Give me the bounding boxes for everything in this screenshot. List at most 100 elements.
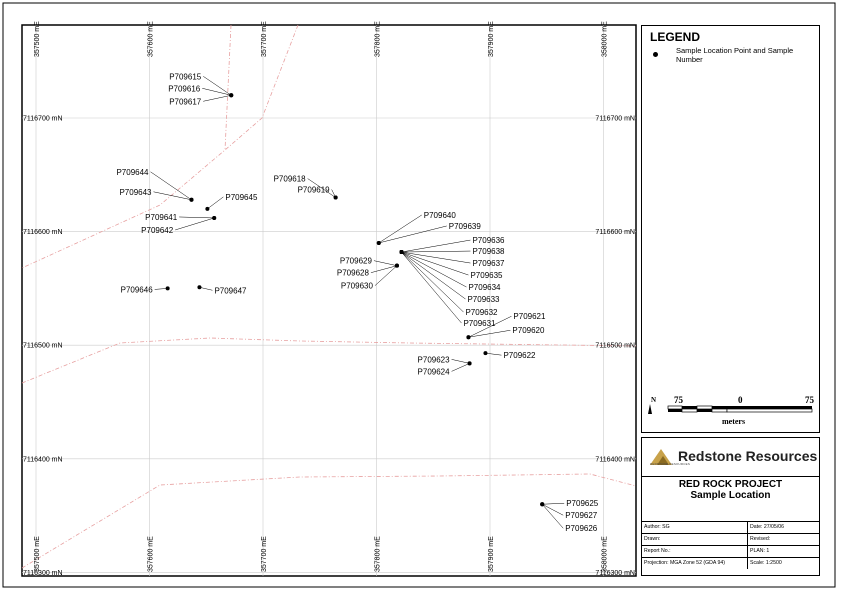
northing-label: 7116600 mN	[595, 229, 635, 236]
northing-label: 7116700 mN	[595, 116, 635, 123]
sample-leader-line	[401, 250, 471, 253]
easting-label: 357500 mE	[34, 536, 41, 572]
sample-label: P709623	[418, 355, 451, 364]
northing-label: 7116400 mN	[595, 456, 635, 463]
scale-label-zero: 0	[738, 395, 743, 405]
sample-label: P709644	[116, 168, 149, 177]
sample-label: P709619	[298, 186, 331, 195]
sample-leader-line	[401, 239, 471, 253]
revised-field: Revised:	[750, 536, 771, 542]
grid-labels: 357500 mE 357500 mE 357600 mE 357600 mE 3577…	[23, 21, 635, 577]
boundary-line	[224, 24, 232, 151]
scale-seg	[712, 406, 727, 409]
sample-label: P709631	[463, 319, 496, 328]
sample-point	[165, 286, 170, 291]
sample-point	[399, 250, 404, 255]
sample-leader-line	[401, 251, 471, 264]
boundary-line	[21, 24, 299, 269]
northing-label: 7116500 mN	[23, 343, 63, 350]
easting-label: 357900 mE	[488, 536, 495, 572]
company-name: Redstone Resources	[678, 448, 818, 464]
sample-label: P709639	[449, 222, 482, 231]
sample-leader-line	[374, 265, 398, 286]
row-author: Author: SG Date: 27/05/06	[642, 521, 819, 533]
samples-layer: P709615 P709616 P709617 P709618 P709619 P7096…	[116, 72, 598, 533]
sample-leader-line	[401, 251, 469, 276]
scale-seg	[696, 405, 713, 410]
sample-leader-line	[373, 260, 397, 266]
legend-panel: LEGEND Sample Location Point and Sample …	[641, 25, 820, 433]
scale-seg	[667, 405, 683, 410]
scale-label-right: 75	[805, 395, 815, 405]
sample-label: P709634	[468, 283, 501, 292]
sample-label: P709625	[566, 499, 599, 508]
sample-leader-line	[542, 504, 564, 529]
legend-item-label: Sample Location Point and Sample Number	[676, 46, 794, 64]
sample-point	[212, 215, 217, 220]
sample-point	[394, 263, 399, 268]
sample-leader-line	[179, 216, 215, 219]
sample-label: P709637	[472, 259, 505, 268]
easting-label: 357600 mE	[148, 21, 155, 57]
sample-label: P709621	[513, 312, 546, 321]
outer-frame	[2, 2, 836, 588]
sample-leader-line	[542, 502, 565, 505]
northing-label: 7116300 mN	[23, 570, 63, 577]
sample-leader-line	[154, 288, 168, 290]
scale-seg	[682, 406, 697, 409]
sample-point	[229, 93, 234, 98]
sample-label: P709641	[145, 213, 178, 222]
sample-leader-line	[378, 225, 447, 244]
scale-seg	[711, 408, 728, 413]
sample-label: P709616	[168, 84, 201, 93]
sample-point	[189, 197, 194, 202]
sample-label: P709624	[418, 367, 451, 376]
easting-label: 357700 mE	[261, 536, 268, 572]
tenement-boundaries	[21, 24, 637, 569]
sample-leader-line	[202, 88, 232, 96]
sample-label: P709632	[465, 308, 498, 317]
date-field: Date: 27/05/06	[750, 524, 785, 530]
northing-label: 7116500 mN	[595, 343, 635, 350]
sample-point	[483, 351, 488, 356]
sample-point-symbol	[653, 52, 658, 57]
scale-seg	[697, 409, 712, 412]
easting-label: 358000 mE	[602, 536, 609, 572]
author-field: Author: SG	[644, 524, 670, 530]
projection-field: Projection: MGA Zone 52 (GDA 94)	[644, 560, 726, 566]
sample-leader-line	[207, 196, 224, 210]
sample-leader-line	[542, 504, 564, 516]
sample-label: P709640	[424, 211, 457, 220]
scale-field: Scale: 1:2500	[750, 560, 782, 566]
row-drawn: Drawn: Revised:	[642, 533, 819, 545]
scale-label-left: 75	[674, 395, 684, 405]
sample-label: P709636	[472, 236, 505, 245]
northing-label: 7116600 mN	[23, 229, 63, 236]
row-report: Report No.: PLAN: 1	[642, 545, 819, 557]
scale-seg	[681, 408, 698, 413]
mountain-logo-icon	[650, 449, 672, 465]
sample-label: P709638	[472, 247, 505, 256]
project-title: RED ROCK PROJECT Sample Location	[642, 476, 819, 501]
project-name: RED ROCK PROJECT	[678, 479, 783, 490]
sample-point	[540, 502, 545, 507]
sample-label: P709645	[225, 193, 258, 202]
easting-label: 357800 mE	[375, 21, 382, 57]
sample-leader-line	[468, 330, 511, 338]
easting-label: 357500 mE	[34, 21, 41, 57]
sample-label: P709628	[337, 269, 370, 278]
drawn-field: Drawn:	[644, 536, 661, 542]
sample-label: P709633	[467, 295, 500, 304]
report-field: Report No.:	[644, 548, 671, 554]
sample-leader-line	[150, 171, 192, 200]
legend-title: LEGEND	[650, 30, 701, 44]
row-projection: Projection: MGA Zone 52 (GDA 94) Scale: …	[642, 557, 819, 569]
title-block: Redstone Resources REDSTONE RESOURCES RE…	[641, 437, 820, 576]
map-frame	[21, 24, 637, 577]
scale-seg	[727, 406, 812, 409]
company-subtext: REDSTONE RESOURCES	[650, 462, 691, 466]
sample-label: P709642	[141, 226, 174, 235]
northing-label: 7116700 mN	[23, 116, 63, 123]
sample-leader-line	[307, 178, 336, 198]
